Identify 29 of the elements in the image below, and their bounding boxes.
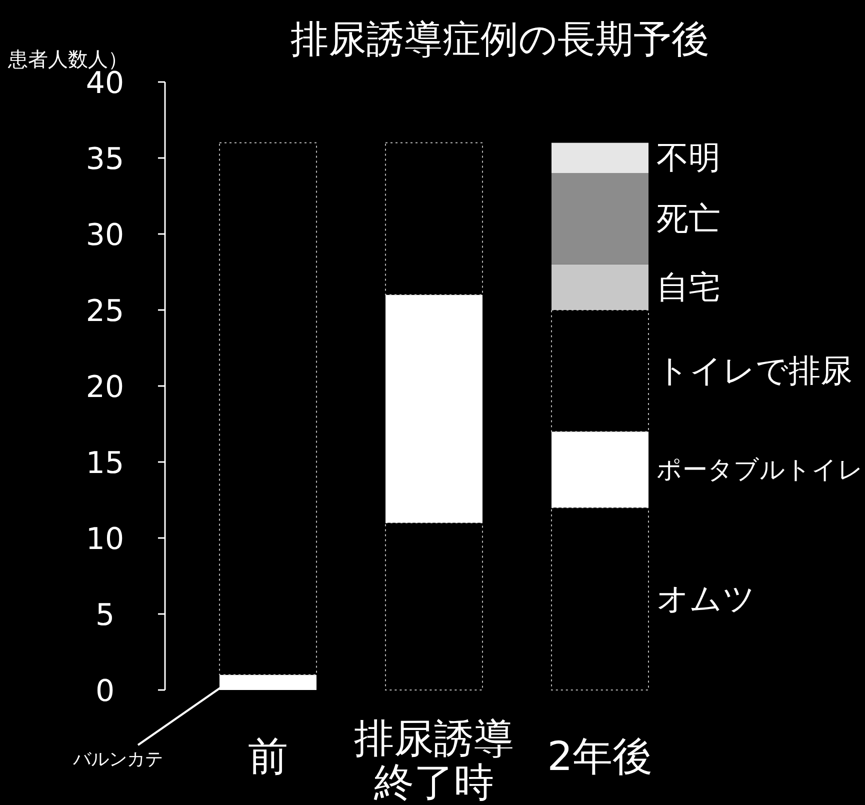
ytick: 15 xyxy=(86,446,124,481)
series-label: 不明 xyxy=(656,138,720,177)
bar xyxy=(386,294,482,523)
series-label: オムツ xyxy=(656,579,756,618)
bar xyxy=(551,507,649,690)
bar xyxy=(552,432,648,508)
category: 前 xyxy=(248,734,288,780)
bar xyxy=(385,522,483,690)
category: 排尿誘導終了時 xyxy=(354,716,514,805)
bar xyxy=(219,142,317,676)
ytick: 25 xyxy=(86,294,124,329)
series-label: トイレで排尿 xyxy=(656,351,852,390)
series-label: 死亡 xyxy=(656,199,720,238)
ytick: 0 xyxy=(95,674,115,709)
title: 排尿誘導症例の長期予後 xyxy=(290,17,710,61)
bar xyxy=(552,142,648,174)
ytick: 30 xyxy=(86,218,124,253)
ytick: 20 xyxy=(86,370,124,405)
bar xyxy=(552,264,648,310)
series-label: 自宅 xyxy=(656,268,720,306)
series-label: バルンカテ xyxy=(73,749,163,770)
ytick: 35 xyxy=(86,142,124,177)
ytick: 10 xyxy=(86,522,124,557)
bar xyxy=(551,310,649,432)
ytick: 5 xyxy=(95,598,115,633)
bar xyxy=(552,173,648,264)
category: 2年後 xyxy=(547,734,653,780)
bar xyxy=(385,142,483,296)
series-label: ポータブルトイレ xyxy=(656,454,864,484)
